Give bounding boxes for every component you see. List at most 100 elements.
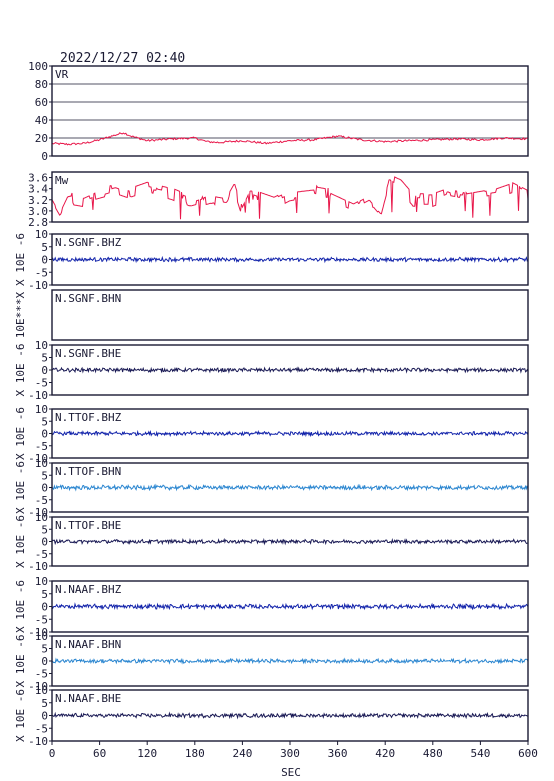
x-tick-label: 180 (185, 747, 205, 760)
chart-title: 2022/12/27 02:40 (60, 51, 185, 66)
panel-frame (51, 289, 529, 341)
y-tick-label: 10 (35, 457, 48, 470)
y-tick-label: 100 (28, 60, 48, 73)
y-tick-label: 10 (35, 228, 48, 241)
panel-frame (51, 462, 529, 513)
y-tick-label: -10 (28, 452, 48, 465)
y-axis-label: X 10E -6 (14, 407, 27, 460)
panel-frame (51, 233, 529, 286)
x-axis-label: SEC (281, 766, 301, 779)
y-tick-label: 3.0 (28, 205, 48, 218)
y-tick-label: 10 (35, 684, 48, 697)
series-line (51, 711, 529, 720)
y-tick-label: 2.8 (28, 216, 48, 229)
panel-name-label: N.TTOF.BHE (55, 519, 121, 532)
panel-frame (51, 580, 529, 633)
x-tick-label: 360 (328, 747, 348, 760)
panel-frame (51, 344, 529, 396)
y-tick-label: 5 (41, 352, 48, 365)
panel-frame (51, 65, 529, 157)
panel-name-label: N.TTOF.BHN (55, 465, 121, 478)
y-tick-label: 5 (41, 588, 48, 601)
y-tick-label: 0 (41, 601, 48, 614)
panel-name-label: N.TTOF.BHZ (55, 411, 122, 424)
series-line (51, 429, 529, 438)
series-line (51, 176, 529, 220)
y-tick-label: -10 (28, 680, 48, 693)
y-tick-label: -5 (35, 494, 48, 507)
y-axis-label: X 10E -6 (14, 233, 27, 286)
x-tick-label: 240 (232, 747, 252, 760)
y-axis-label: 10E***X (14, 291, 27, 338)
y-tick-label: -10 (28, 279, 48, 292)
y-tick-label: 3.2 (28, 194, 48, 207)
panel-mw: 3.63.43.23.02.8 Mw (28, 171, 529, 229)
y-tick-label: 10 (35, 339, 48, 352)
y-tick-label: 5 (41, 643, 48, 656)
panel-name-label: N.NAAF.BHZ (55, 583, 122, 596)
y-tick-label: -10 (28, 626, 48, 639)
y-tick-label: 10 (35, 403, 48, 416)
y-tick-label: 5 (41, 415, 48, 428)
y-tick-label: -5 (35, 440, 48, 453)
y-axis-label: X 10E -6 (14, 689, 27, 742)
y-axis-label: X 10E -6 (14, 635, 27, 688)
y-tick-label: -5 (35, 266, 48, 279)
y-tick-label: 0 (41, 536, 48, 549)
y-axis-label: X 10E -6 (14, 344, 27, 397)
y-tick-label: 5 (41, 523, 48, 536)
series-line (51, 602, 529, 611)
y-tick-label: 3.4 (28, 183, 48, 196)
y-tick-label: -5 (35, 722, 48, 735)
y-tick-label: 5 (41, 697, 48, 710)
series-line (51, 657, 529, 665)
y-tick-label: -5 (35, 613, 48, 626)
panel-frame (51, 516, 529, 567)
y-tick-label: 10 (35, 630, 48, 643)
y-tick-label: 5 (41, 241, 48, 254)
y-tick-label: 0 (41, 364, 48, 377)
series-line (51, 537, 529, 546)
series-line (51, 132, 529, 146)
y-tick-label: 0 (41, 710, 48, 723)
y-tick-label: 10 (35, 511, 48, 524)
panels-group: 100806040200VR3.63.43.23.02.8Mw1050-5-10… (14, 60, 529, 748)
x-tick-label: 420 (375, 747, 395, 760)
y-tick-label: -5 (35, 377, 48, 390)
panel-name-label: N.SGNF.BHE (55, 347, 121, 360)
y-tick-label: -10 (28, 389, 48, 402)
y-tick-label: 0 (41, 428, 48, 441)
series-line (51, 255, 529, 264)
y-tick-label: 3.6 (28, 172, 48, 185)
panel-name-label: N.NAAF.BHE (55, 692, 121, 705)
y-tick-label: 80 (35, 78, 48, 91)
panel-name-label: N.SGNF.BHZ (55, 236, 122, 249)
y-tick-label: 20 (35, 132, 48, 145)
y-tick-label: -10 (28, 735, 48, 748)
y-tick-label: 60 (35, 96, 48, 109)
y-axis-label: X 10E -6 (14, 580, 27, 633)
panel-name-label: VR (55, 68, 69, 81)
x-tick-label: 600 (518, 747, 538, 760)
panel-name-label: N.SGNF.BHN (55, 292, 121, 305)
y-tick-label: -10 (28, 560, 48, 573)
x-tick-label: 540 (470, 747, 490, 760)
y-tick-label: -5 (35, 548, 48, 561)
panel-name-label: N.NAAF.BHN (55, 638, 121, 651)
panel-n-sgnf-bhn: 10E***X N.SGNF.BHN (14, 289, 529, 341)
y-tick-label: 40 (35, 114, 48, 127)
panel-vr: 100 80 60 40 20 0 VR (28, 60, 529, 163)
y-axis-label: X 10E -6 (14, 515, 27, 568)
x-tick-label: 480 (423, 747, 443, 760)
y-tick-label: 0 (41, 655, 48, 668)
y-tick-label: 0 (41, 482, 48, 495)
x-tick-label: 120 (137, 747, 157, 760)
